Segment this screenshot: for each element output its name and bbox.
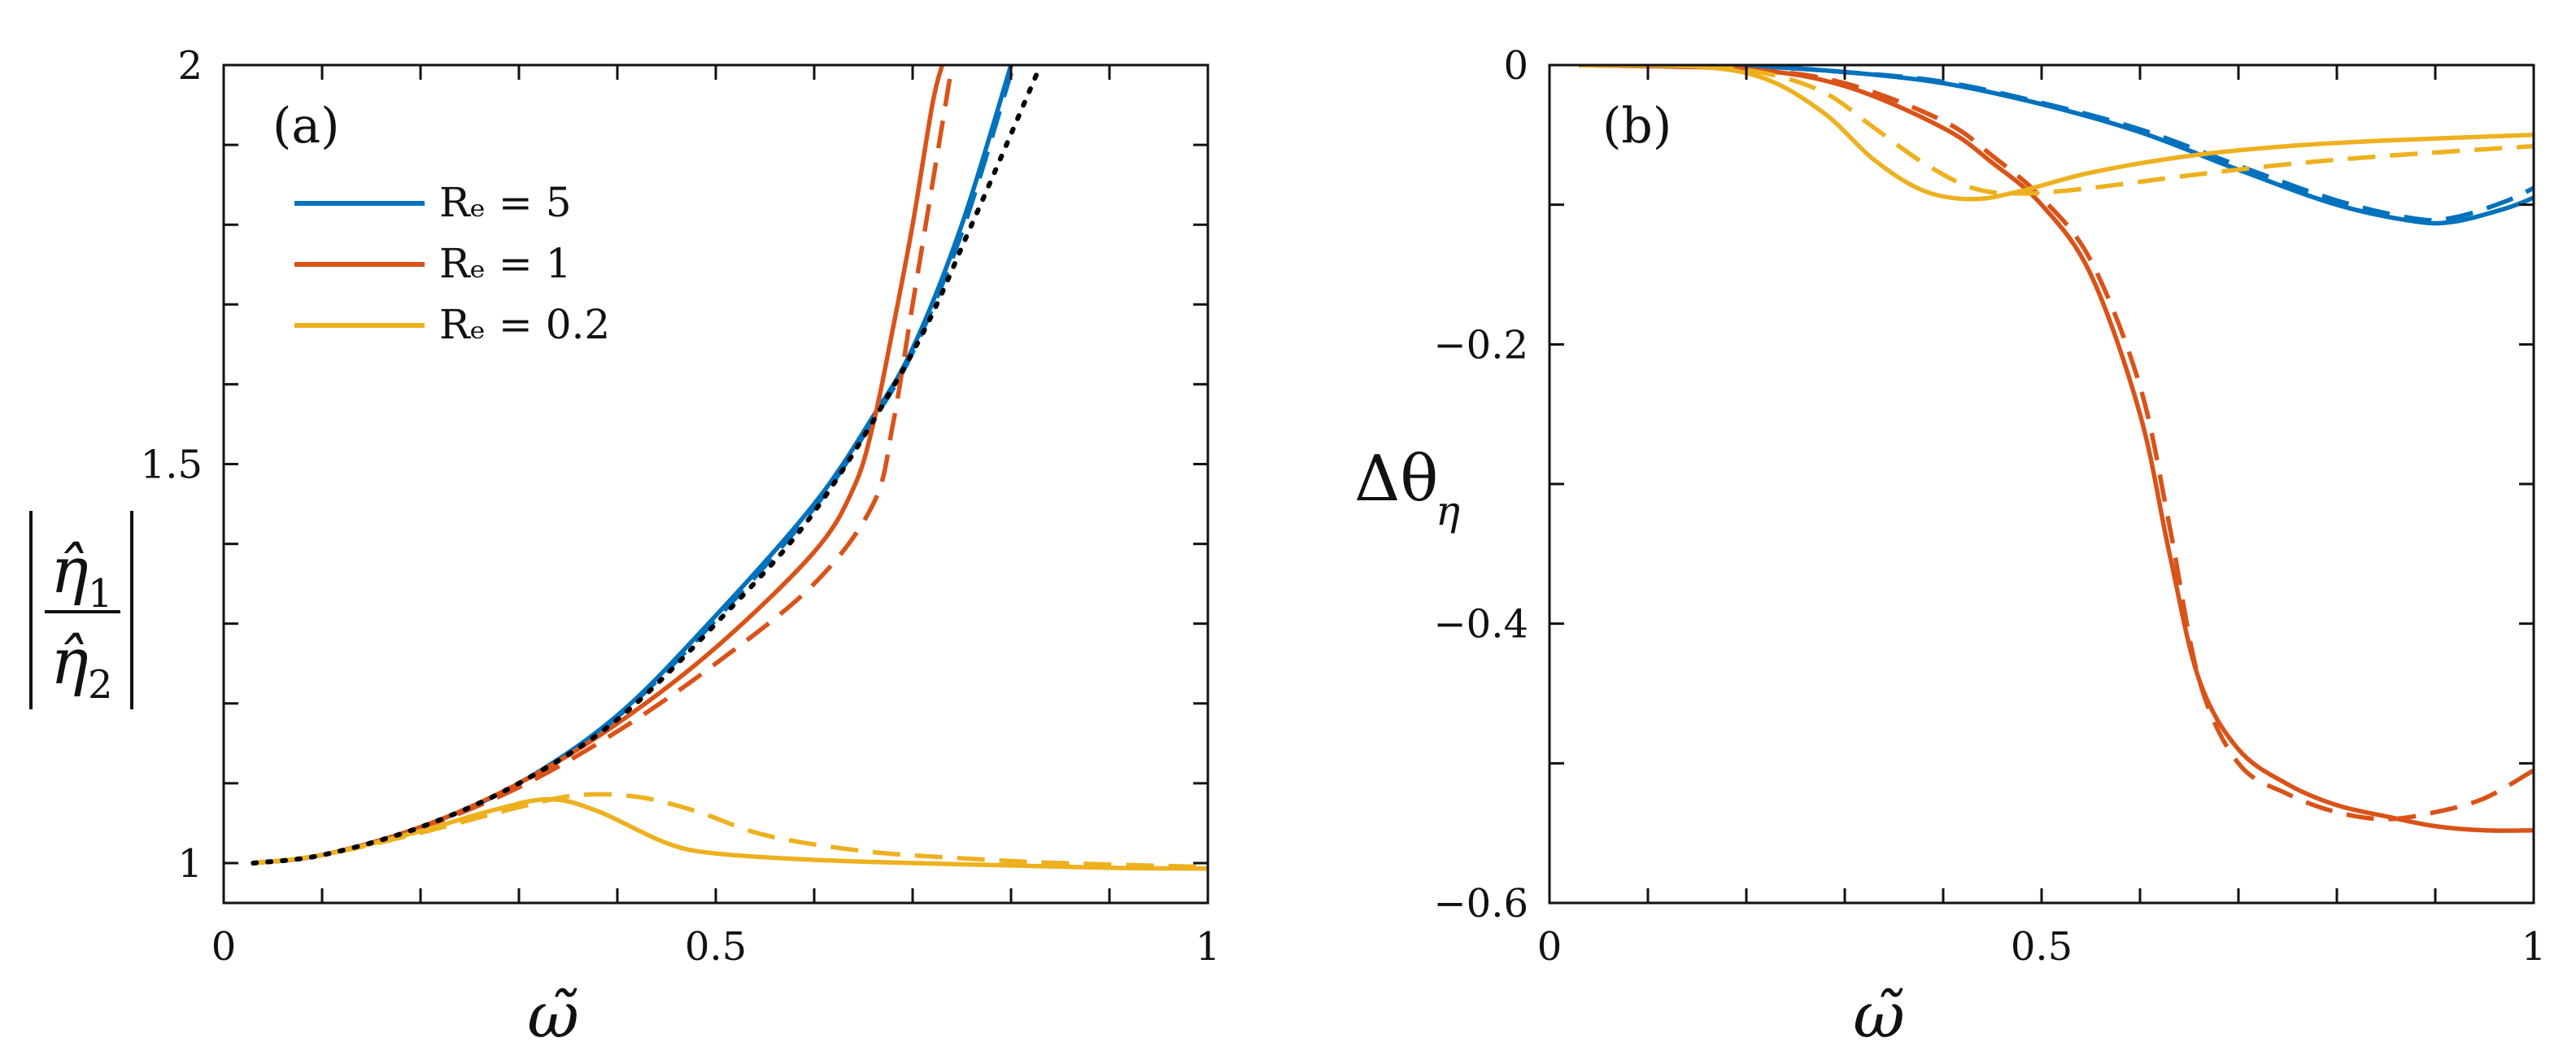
ylabel-b-base: Δθ: [1354, 443, 1438, 516]
panel-a-series-2-line: [252, 65, 944, 866]
panel-b-ytick-label: −0.2: [1433, 322, 1528, 368]
panel-a-ytick-label: 1.5: [141, 442, 203, 487]
panel-a-ticks: 0 0.5 1 1 1.5 2: [141, 43, 1221, 970]
panel-a-ytick-label: 1: [177, 841, 203, 887]
panel-b-ylabel: Δθ η: [1354, 443, 1460, 534]
panel-b-series-3-line: [1579, 65, 2534, 822]
panel-b-ytick-label: −0.4: [1433, 602, 1528, 648]
panel-b-xtick-label: 1: [2522, 924, 2547, 970]
panel-a-axes-box: [222, 63, 1210, 905]
ylabel-numerator-sub: 1: [88, 571, 113, 617]
panel-a-series-6-line: [251, 65, 1044, 866]
panel-b-series-2-line: [1579, 65, 2534, 833]
legend: Rₑ = 5 Rₑ = 1 Rₑ = 0.2: [294, 179, 610, 348]
panel-a-tag: (a): [272, 98, 340, 155]
panel-a: 0 0.5 1 1 1.5 2 (a) Rₑ = 5 Rₑ = 1 Rₑ = 0.2 ω̃…: [29, 43, 1221, 1051]
panel-a-xlabel: ω̃: [527, 979, 579, 1051]
ylabel-denominator-sub: 2: [88, 662, 113, 708]
ylabel-b-sub: η: [1436, 487, 1460, 534]
panel-b-xtick-label: 0.5: [2011, 924, 2073, 970]
panel-a-series-3-line: [252, 65, 955, 866]
panel-a-series: [251, 65, 1208, 871]
panel-a-ylabel: η̂ 1 η̂ 2: [29, 511, 133, 709]
panel-b-xtick-label: 0: [1537, 924, 1563, 970]
ylabel-denominator: η̂: [50, 626, 89, 699]
panel-b-series: [1579, 65, 2534, 833]
legend-label-re02: Rₑ = 0.2: [439, 301, 610, 348]
legend-label-re5: Rₑ = 5: [439, 179, 572, 226]
panel-b-series-5-line: [1579, 65, 2534, 196]
panel-a-xtick-label: 0.5: [685, 924, 747, 970]
panel-b: 0 0.5 1 0 −0.2 −0.4 −0.6 (b) ω̃ Δθ η: [1354, 43, 2546, 1051]
legend-label-re1: Rₑ = 1: [439, 240, 572, 287]
panel-b-ytick-label: 0: [1503, 43, 1528, 89]
panel-b-axes-box: [1548, 63, 2535, 905]
panel-b-tag: (b): [1602, 98, 1672, 155]
panel-a-series-5-line: [252, 792, 1208, 870]
panel-a-ytick-label: 2: [177, 43, 203, 89]
panel-a-series-1-line: [252, 72, 1013, 866]
panel-b-series-1-line: [1579, 65, 2534, 223]
panel-b-series-4-line: [1579, 65, 2534, 202]
panel-b-ticks: 0 0.5 1 0 −0.2 −0.4 −0.6: [1433, 43, 2546, 970]
panel-a-xtick-label: 0: [211, 924, 237, 970]
panel-b-ytick-label: −0.6: [1433, 881, 1528, 927]
panel-b-xlabel: ω̃: [1853, 979, 1905, 1051]
ylabel-numerator: η̂: [50, 534, 89, 608]
panel-a-xtick-label: 1: [1196, 924, 1221, 970]
panel-b-series-0-line: [1579, 65, 2534, 226]
panel-a-series-0-line: [252, 65, 1013, 866]
